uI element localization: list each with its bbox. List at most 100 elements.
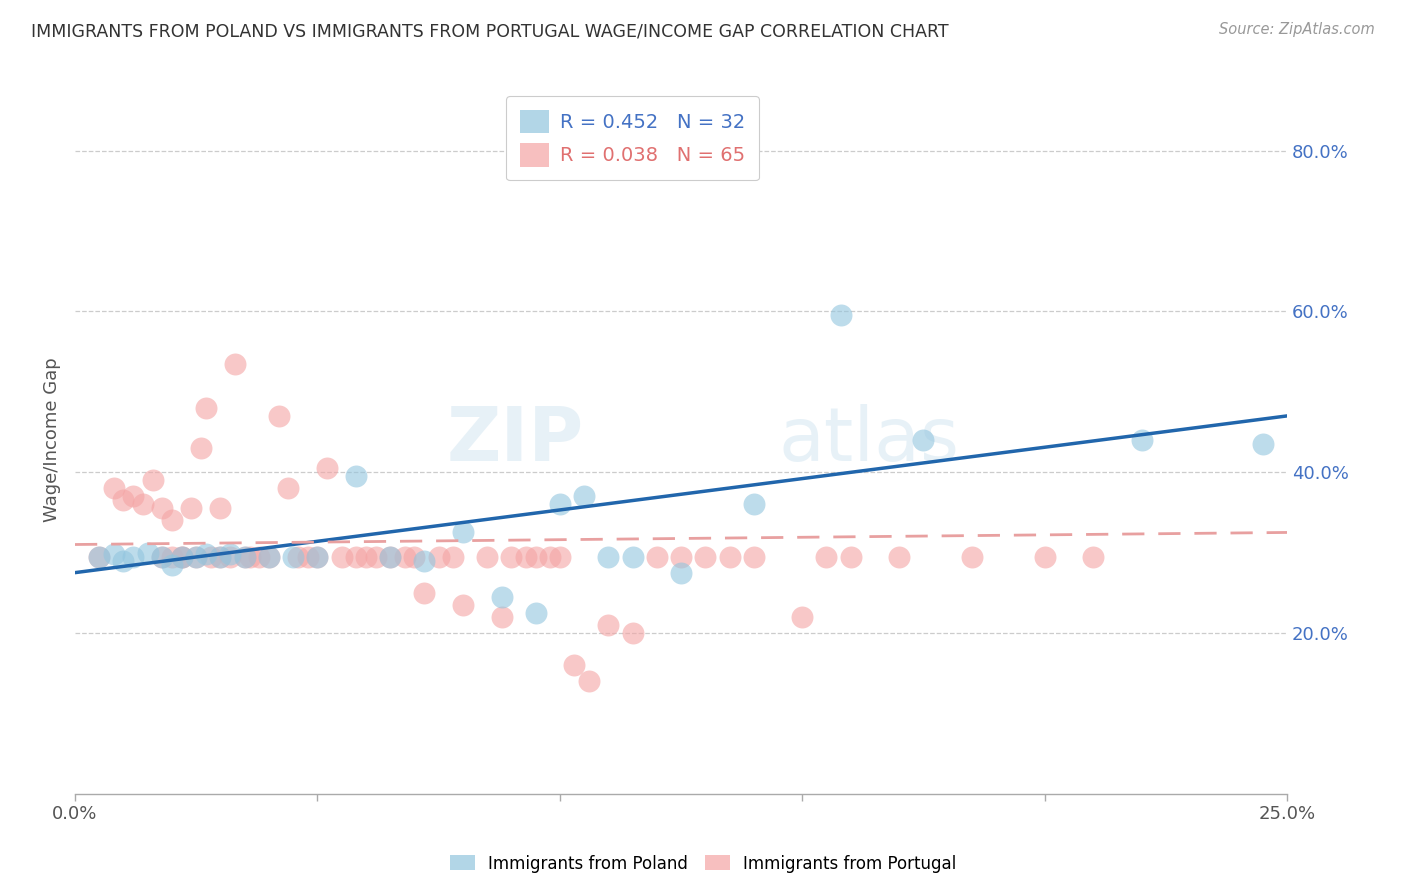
Point xyxy=(538,549,561,564)
Point xyxy=(524,606,547,620)
Point xyxy=(564,658,586,673)
Point xyxy=(364,549,387,564)
Point xyxy=(209,549,232,564)
Point xyxy=(1251,437,1274,451)
Point xyxy=(150,501,173,516)
Point xyxy=(830,309,852,323)
Point xyxy=(515,549,537,564)
Point xyxy=(912,433,935,447)
Point xyxy=(441,549,464,564)
Point xyxy=(112,553,135,567)
Point xyxy=(142,473,165,487)
Point xyxy=(194,401,217,415)
Point xyxy=(404,549,426,564)
Point xyxy=(238,549,260,564)
Point xyxy=(170,549,193,564)
Point xyxy=(170,549,193,564)
Point xyxy=(160,513,183,527)
Point xyxy=(413,585,436,599)
Point xyxy=(287,549,309,564)
Point xyxy=(1081,549,1104,564)
Point xyxy=(742,497,765,511)
Point xyxy=(718,549,741,564)
Point xyxy=(277,481,299,495)
Point xyxy=(224,357,246,371)
Point xyxy=(209,501,232,516)
Point xyxy=(839,549,862,564)
Point xyxy=(283,549,305,564)
Point xyxy=(136,545,159,559)
Point xyxy=(112,493,135,508)
Point xyxy=(180,501,202,516)
Point xyxy=(394,549,416,564)
Point xyxy=(186,549,208,564)
Point xyxy=(89,549,111,564)
Point xyxy=(451,598,474,612)
Point xyxy=(316,461,339,475)
Text: ZIP: ZIP xyxy=(447,403,583,476)
Point xyxy=(669,566,692,580)
Point xyxy=(190,441,212,455)
Point xyxy=(170,549,193,564)
Point xyxy=(451,525,474,540)
Point xyxy=(257,549,280,564)
Point xyxy=(378,549,401,564)
Point xyxy=(219,547,242,561)
Point xyxy=(219,549,242,564)
Legend: Immigrants from Poland, Immigrants from Portugal: Immigrants from Poland, Immigrants from … xyxy=(443,848,963,880)
Point xyxy=(598,618,620,632)
Point xyxy=(160,558,183,572)
Point xyxy=(621,626,644,640)
Point xyxy=(103,547,125,561)
Point xyxy=(578,674,600,689)
Text: atlas: atlas xyxy=(778,403,959,476)
Point xyxy=(378,549,401,564)
Point xyxy=(501,549,523,564)
Point xyxy=(960,549,983,564)
Point xyxy=(354,549,377,564)
Text: Source: ZipAtlas.com: Source: ZipAtlas.com xyxy=(1219,22,1375,37)
Point xyxy=(160,549,183,564)
Point xyxy=(247,549,270,564)
Point xyxy=(344,549,367,564)
Point xyxy=(475,549,498,564)
Point xyxy=(150,549,173,564)
Point xyxy=(1033,549,1056,564)
Point xyxy=(427,549,450,564)
Point xyxy=(233,549,256,564)
Point xyxy=(307,549,329,564)
Point xyxy=(491,610,513,624)
Point xyxy=(122,489,145,503)
Point xyxy=(572,489,595,503)
Point xyxy=(742,549,765,564)
Point xyxy=(524,549,547,564)
Point xyxy=(103,481,125,495)
Legend: R = 0.452   N = 32, R = 0.038   N = 65: R = 0.452 N = 32, R = 0.038 N = 65 xyxy=(506,96,759,180)
Point xyxy=(548,497,571,511)
Point xyxy=(413,553,436,567)
Point xyxy=(89,549,111,564)
Point xyxy=(186,549,208,564)
Point xyxy=(330,549,353,564)
Point xyxy=(194,547,217,561)
Point xyxy=(257,549,280,564)
Point xyxy=(267,409,290,423)
Point xyxy=(548,549,571,564)
Point xyxy=(792,610,814,624)
Point xyxy=(344,469,367,483)
Point xyxy=(233,549,256,564)
Point xyxy=(150,549,173,564)
Point xyxy=(598,549,620,564)
Point xyxy=(645,549,668,564)
Point xyxy=(297,549,319,564)
Point xyxy=(307,549,329,564)
Point xyxy=(1130,433,1153,447)
Point xyxy=(209,549,232,564)
Point xyxy=(491,590,513,604)
Point xyxy=(669,549,692,564)
Point xyxy=(695,549,717,564)
Point xyxy=(122,549,145,564)
Point xyxy=(132,497,155,511)
Text: IMMIGRANTS FROM POLAND VS IMMIGRANTS FROM PORTUGAL WAGE/INCOME GAP CORRELATION C: IMMIGRANTS FROM POLAND VS IMMIGRANTS FRO… xyxy=(31,22,949,40)
Point xyxy=(200,549,222,564)
